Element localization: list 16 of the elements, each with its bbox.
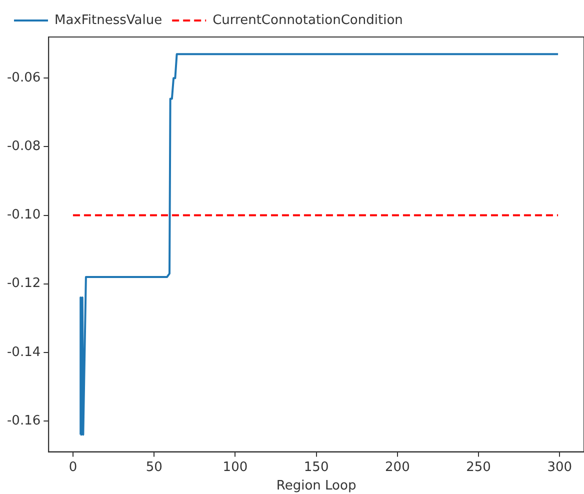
x-axis-title: Region Loop (276, 478, 356, 494)
x-tick-label: 0 (68, 460, 78, 475)
y-tick-label: -0.08 (6, 139, 41, 154)
y-tick-label: -0.14 (6, 344, 41, 360)
legend-label: MaxFitnessValue (54, 12, 162, 28)
y-tick-label: -0.06 (6, 70, 41, 86)
y-tick-label: -0.16 (6, 413, 41, 428)
x-tick-label: 250 (466, 460, 491, 475)
x-tick-label: 150 (304, 460, 329, 475)
x-tick-label: 100 (222, 460, 248, 475)
y-tick-label: -0.12 (6, 276, 41, 292)
y-tick-label: -0.10 (6, 208, 41, 223)
x-tick-label: 50 (146, 460, 162, 475)
x-tick-label: 300 (547, 460, 572, 475)
x-tick-label: 200 (385, 460, 410, 475)
legend-label: CurrentConnotationCondition (212, 12, 403, 28)
